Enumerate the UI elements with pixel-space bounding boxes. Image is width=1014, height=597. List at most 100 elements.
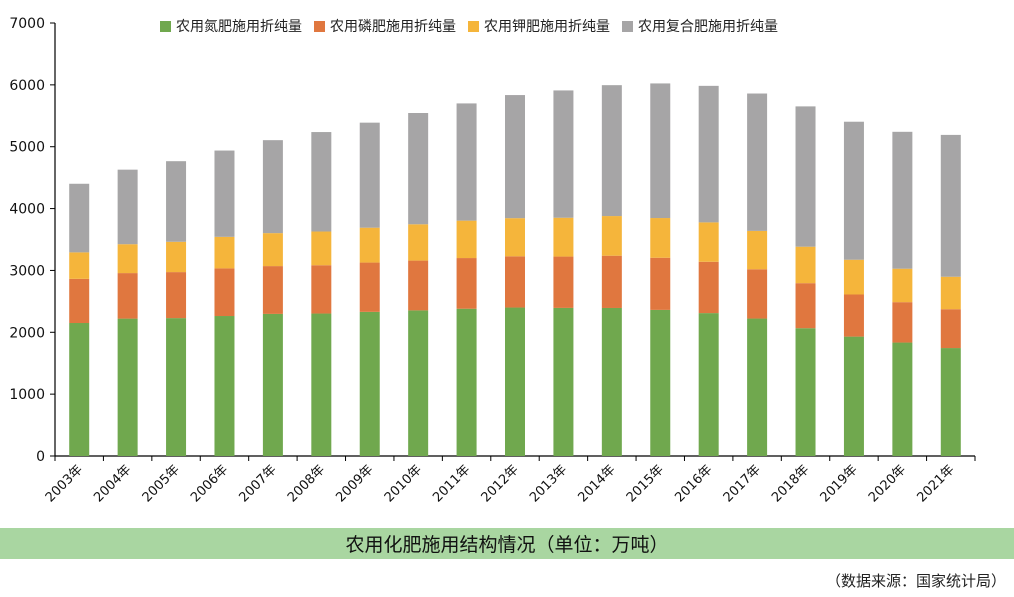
x-tick-label: 2018年 [769,462,812,505]
legend-label-potash: 农用钾肥施用折纯量 [484,19,610,35]
bar-segment-potash [359,227,380,263]
bar-segment-compound [505,95,525,219]
bar-segment-phosphate [408,260,429,311]
bar-segment-phosphate [940,309,961,349]
bar-segment-potash [601,216,622,256]
legend-swatch-phosphate [314,20,325,32]
x-tick-label: 2009年 [333,462,376,505]
x-tick-label: 2016年 [672,462,715,505]
bar-segment-potash [650,218,671,258]
x-tick-label: 2008年 [285,462,328,505]
bar-segment-compound [166,161,187,242]
x-tick-label: 2019年 [818,462,861,505]
bar-segment-nitrogen [456,308,477,456]
chart-legend: 农用氮肥施用折纯量 农用磷肥施用折纯量 农用钾肥施用折纯量 农用复合肥施用折纯量 [160,16,790,36]
bar-segment-phosphate [166,272,187,319]
legend-item-potash: 农用钾肥施用折纯量 [468,16,610,36]
bar-segment-potash [311,231,332,266]
bar-segment-potash [795,246,816,284]
bar-segment-nitrogen [214,316,235,456]
legend-swatch-nitrogen [160,20,171,32]
x-tick-label: 2021年 [914,462,957,505]
bar-segment-nitrogen [311,313,332,456]
legend-item-nitrogen: 农用氮肥施用折纯量 [160,16,302,36]
bar-segment-nitrogen [408,310,429,456]
bar-segment-compound [311,132,332,232]
legend-item-phosphate: 农用磷肥施用折纯量 [314,16,456,36]
x-tick-label: 2020年 [866,462,909,505]
x-tick-label: 2003年 [43,462,86,505]
bar-segment-phosphate [214,268,235,317]
x-tick-label: 2010年 [382,462,425,505]
x-tick-label: 2015年 [624,462,667,505]
x-tick-label: 2007年 [237,462,280,505]
y-tick-label: 4000 [9,202,45,218]
bar-segment-compound [650,83,671,219]
bar-segment-compound [892,131,913,269]
bar-segment-potash [408,224,429,261]
legend-swatch-compound [622,20,633,32]
bar-segment-phosphate [892,302,913,343]
legend-label-compound: 农用复合肥施用折纯量 [638,19,778,35]
bar-segment-phosphate [505,256,525,308]
x-tick-label: 2006年 [188,462,231,505]
bar-segment-compound [553,90,574,218]
legend-label-phosphate: 农用磷肥施用折纯量 [330,19,456,35]
bar-segment-compound [747,93,768,231]
bar-segment-phosphate [456,258,477,309]
legend-swatch-potash [468,20,479,32]
bar-segment-potash [69,252,90,279]
y-tick-label: 3000 [9,263,45,279]
bar-segment-nitrogen [553,307,574,456]
bar-segment-phosphate [843,294,864,337]
x-tick-label: 2011年 [430,462,473,505]
bar-segment-potash [214,236,235,269]
bar-segment-compound [456,103,477,221]
bar-segment-potash [698,222,719,262]
bar-segment-phosphate [698,261,719,314]
bar-segment-potash [940,276,961,310]
legend-label-nitrogen: 农用氮肥施用折纯量 [176,19,302,35]
bar-segment-phosphate [359,262,380,312]
y-tick-label: 5000 [9,140,45,156]
bar-segment-potash [843,259,864,295]
bar-segment-nitrogen [117,318,138,456]
bar-segment-compound [117,169,138,245]
bar-segment-nitrogen [650,309,671,456]
y-tick-label: 0 [36,449,45,465]
bar-segment-potash [747,230,768,270]
bar-segment-phosphate [117,273,138,319]
bar-segment-phosphate [553,256,574,308]
y-tick-label: 7000 [9,16,45,32]
bar-segment-compound [408,113,429,225]
bar-segment-compound [69,183,90,253]
bar-segment-nitrogen [843,336,864,456]
y-tick-label: 6000 [9,78,45,94]
chart-title: 农用化肥施用结构情况（单位：万吨） [345,534,669,556]
bar-segment-compound [214,150,235,237]
x-tick-label: 2005年 [140,462,183,505]
bar-segment-nitrogen [940,348,961,456]
bar-segment-phosphate [262,266,283,314]
bar-segment-compound [262,140,283,234]
bar-segment-nitrogen [795,328,816,456]
x-tick-label: 2013年 [527,462,570,505]
bar-segment-phosphate [311,265,332,314]
x-tick-label: 2014年 [575,462,618,505]
x-tick-label: 2017年 [721,462,764,505]
bar-segment-phosphate [795,283,816,329]
legend-item-compound: 农用复合肥施用折纯量 [622,16,778,36]
y-tick-label: 2000 [9,325,45,341]
bar-segment-potash [262,233,283,267]
bar-segment-compound [843,121,864,260]
bar-segment-nitrogen [747,318,768,456]
bar-segment-potash [553,217,574,257]
bar-segment-potash [505,218,525,257]
bar-segment-nitrogen [698,313,719,456]
bar-segment-compound [698,85,719,223]
bar-segment-compound [940,134,961,277]
x-tick-label: 2012年 [479,462,522,505]
bar-segment-potash [117,244,138,274]
bar-segment-nitrogen [359,311,380,456]
